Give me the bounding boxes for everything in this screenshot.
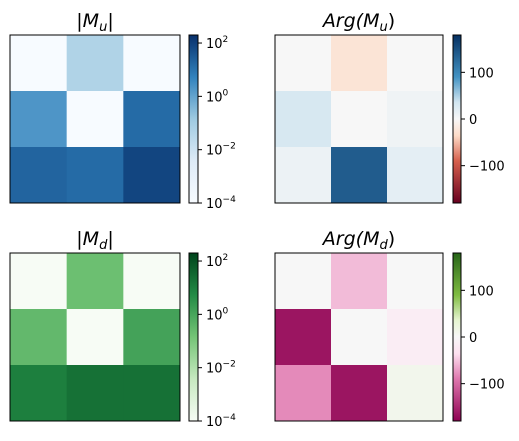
heatmap-cell [66, 91, 124, 148]
heatmap-cell [331, 365, 388, 422]
heatmap-cell [10, 309, 68, 366]
heatmap-cell [10, 35, 68, 92]
panel-mu-abs: |Mu| 10−2 100 102 10−4 [9, 10, 236, 212]
colorbar-ticks-md-arg: −100 0 100 [461, 284, 505, 393]
panel-md-abs: |Md| 10−2 100 102 10−4 [9, 228, 236, 430]
heatmap-cell [10, 147, 68, 204]
colorbar-frame-md-abs [188, 252, 199, 422]
colorbar-md-abs [189, 253, 198, 421]
colorbar-tick-label: 100 [206, 306, 229, 323]
heatmap-mu-abs [10, 35, 181, 204]
colorbar-tick-label: 102 [206, 35, 228, 52]
title-mu-arg: Arg(Mu) [321, 10, 395, 35]
heatmap-cell [275, 35, 332, 92]
colorbar-tick-label: −100 [469, 160, 505, 175]
heatmap-cell [387, 91, 444, 148]
panel-mu-arg: Arg(Mu) −100 0 100 [274, 10, 505, 204]
heatmap-cell [275, 91, 332, 148]
heatmap-cell [387, 35, 444, 92]
heatmap-cell [66, 365, 124, 422]
colorbar-tick-label: 10−2 [206, 142, 236, 159]
title-md-arg: Arg(Md) [321, 228, 395, 253]
heatmap-md-arg [275, 253, 444, 422]
heatmap-cell [331, 309, 388, 366]
heatmap-cell [123, 147, 181, 204]
heatmap-cell [331, 91, 388, 148]
colorbar-tick-label: −100 [469, 378, 505, 393]
heatmap-cell [66, 309, 124, 366]
heatmap-cell [387, 309, 444, 366]
heatmap-cell [387, 365, 444, 422]
axes-frame-mu-arg [274, 34, 444, 204]
heatmap-cell [123, 309, 181, 366]
colorbar-ticks-md-abs: 10−2 100 102 10−4 [198, 253, 236, 430]
heatmap-cell [123, 253, 181, 310]
heatmap-cell [331, 253, 388, 310]
title-mu-abs: |Mu| [76, 10, 113, 35]
colorbar-md-arg [453, 253, 461, 421]
colorbar-mu-arg [453, 35, 461, 203]
heatmap-cell [123, 91, 181, 148]
heatmap-cell [275, 309, 332, 366]
heatmap-cell [66, 253, 124, 310]
heatmap-cell [123, 35, 181, 92]
heatmap-cell [275, 253, 332, 310]
colorbar-tick-label: 0 [469, 331, 477, 346]
heatmap-cell [387, 253, 444, 310]
colorbar-tick-label: 100 [206, 88, 229, 105]
heatmap-cell [387, 147, 444, 204]
colorbar-frame-mu-abs [188, 34, 199, 204]
colorbar-tick-label: 10−2 [206, 360, 236, 377]
heatmap-mu-arg [275, 35, 444, 204]
heatmap-cell [275, 147, 332, 204]
colorbar-ticks-mu-arg: −100 0 100 [461, 66, 505, 175]
heatmap-cell [275, 365, 332, 422]
heatmap-cell [331, 35, 388, 92]
colorbar-min-label: 10−4 [206, 413, 236, 430]
heatmap-md-abs [10, 253, 181, 422]
heatmap-cell [10, 253, 68, 310]
heatmap-cell [10, 91, 68, 148]
axes-frame-md-arg [274, 252, 444, 422]
axes-frame-mu-abs [9, 34, 181, 204]
colorbar-mu-abs [189, 35, 198, 203]
colorbar-tick-label: 100 [469, 66, 494, 81]
panel-md-arg: Arg(Md) −100 0 100 [274, 228, 505, 422]
colorbar-tick-label: 102 [206, 253, 228, 270]
colorbar-ticks-mu-abs: 10−2 100 102 10−4 [198, 35, 236, 212]
heatmap-cell [123, 365, 181, 422]
heatmap-cell [331, 147, 388, 204]
heatmap-cell [10, 365, 68, 422]
colorbar-tick-label: 0 [469, 113, 477, 128]
heatmap-cell [66, 147, 124, 204]
colorbar-tick-label: 100 [469, 284, 494, 299]
title-md-abs: |Md| [76, 228, 113, 253]
heatmap-cell [66, 35, 124, 92]
colorbar-min-label: 10−4 [206, 195, 236, 212]
axes-frame-md-abs [9, 252, 181, 422]
